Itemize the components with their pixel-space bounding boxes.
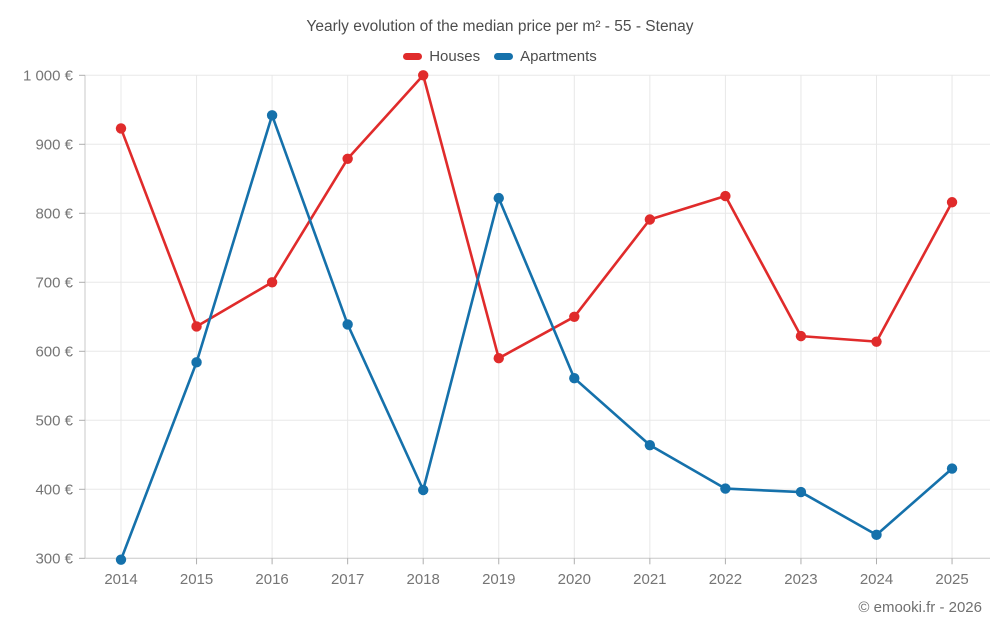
svg-text:600 €: 600 € — [35, 343, 73, 360]
svg-text:1 000 €: 1 000 € — [23, 67, 74, 84]
legend-item-houses[interactable]: Houses — [403, 48, 480, 65]
svg-text:2024: 2024 — [860, 571, 893, 588]
svg-text:2025: 2025 — [935, 571, 968, 588]
attribution: © emooki.fr - 2026 — [858, 599, 982, 616]
svg-text:300 €: 300 € — [35, 550, 73, 567]
svg-text:2018: 2018 — [407, 571, 440, 588]
legend: Houses Apartments — [0, 48, 1000, 65]
svg-text:2016: 2016 — [255, 571, 288, 588]
svg-text:2021: 2021 — [633, 571, 666, 588]
apartments-series-swatch — [494, 53, 514, 60]
chart-title: Yearly evolution of the median price per… — [306, 18, 694, 35]
svg-text:2017: 2017 — [331, 571, 364, 588]
svg-text:2023: 2023 — [784, 571, 817, 588]
svg-text:2022: 2022 — [709, 571, 742, 588]
svg-text:2019: 2019 — [482, 571, 515, 588]
svg-text:700 €: 700 € — [35, 274, 73, 291]
svg-text:400 €: 400 € — [35, 481, 73, 498]
svg-text:800 €: 800 € — [35, 205, 73, 222]
houses-series-swatch — [403, 53, 423, 60]
legend-label-houses: Houses — [429, 48, 481, 65]
svg-text:2014: 2014 — [104, 571, 137, 588]
svg-text:900 €: 900 € — [35, 136, 73, 153]
svg-text:500 €: 500 € — [35, 412, 73, 429]
legend-label-apartments: Apartments — [520, 48, 597, 65]
svg-text:2020: 2020 — [558, 571, 591, 588]
legend-item-apartments[interactable]: Apartments — [494, 48, 597, 65]
svg-text:2015: 2015 — [180, 571, 213, 588]
